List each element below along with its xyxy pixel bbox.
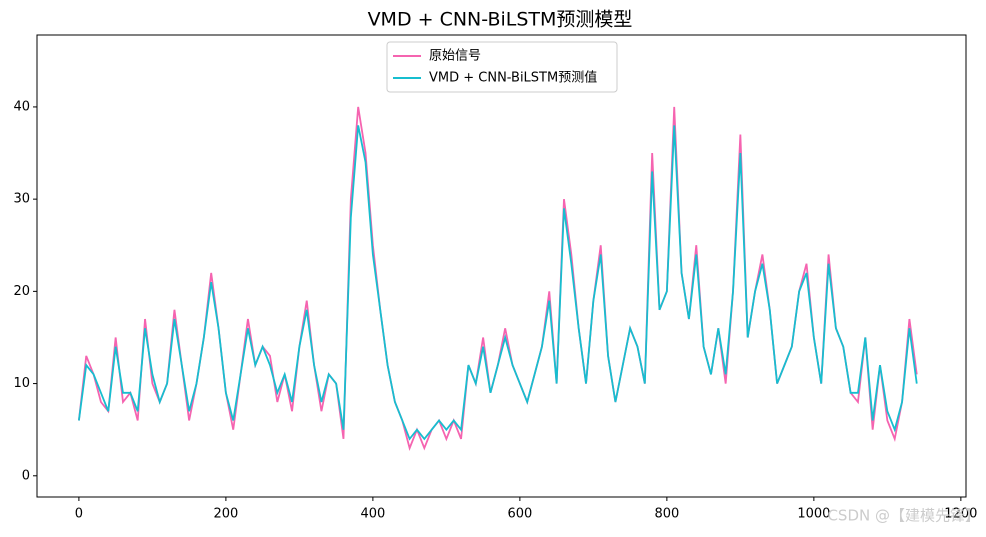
legend-label: 原始信号 [429, 49, 481, 64]
y-tick-label: 30 [13, 192, 30, 207]
x-tick-label: 1000 [797, 507, 830, 522]
legend-label: VMD + CNN-BiLSTM预测值 [429, 70, 597, 86]
y-tick-label: 20 [13, 284, 30, 299]
x-tick-label: 600 [507, 507, 532, 522]
legend-box [386, 41, 618, 93]
chart-title: VMD + CNN-BiLSTM预测模型 [368, 9, 633, 31]
x-tick-label: 800 [654, 507, 679, 522]
x-tick-label: 200 [213, 507, 238, 522]
y-tick-label: 10 [13, 376, 30, 391]
series-line [77, 106, 918, 451]
y-tick-label: 40 [13, 99, 30, 114]
y-tick-label: 0 [22, 468, 30, 483]
series-line [78, 125, 918, 441]
x-tick-label: 0 [75, 507, 83, 522]
plot-frame [36, 34, 967, 498]
x-tick-label: 400 [360, 507, 385, 522]
x-tick-label: 1200 [944, 507, 977, 522]
watermark: CSDN @【建模先锋】 [827, 507, 980, 525]
